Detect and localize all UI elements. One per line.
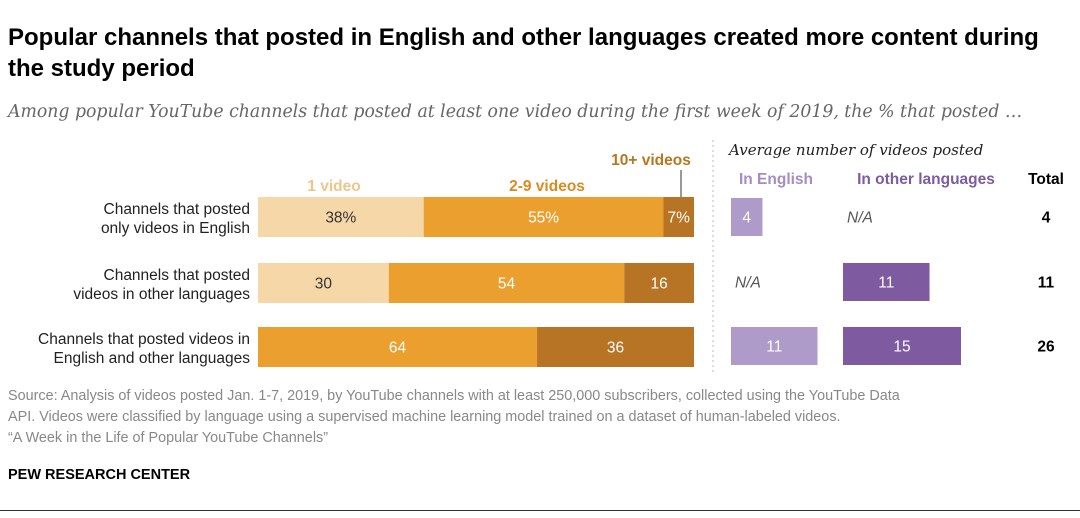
bar-value-label: 36 [607,340,624,357]
bar-segment [663,197,694,237]
legend-10-plus-videos: 10+ videos [611,152,691,169]
panel-bar-value-label: 4 [742,210,751,227]
panel-total-header: Total [1028,171,1064,188]
bar-value-label: 38% [325,210,356,227]
bar-value-label: 30 [315,276,333,293]
bar-value-label: 7% [668,210,691,227]
bar-segment [258,263,389,303]
panel-column-header: In English [739,171,813,188]
bar-value-label: 64 [389,340,407,357]
footnote-line: Source: Analysis of videos posted Jan. 1… [8,388,900,404]
bar-segment [624,263,694,303]
panel-bar-value-label: 15 [893,339,910,356]
stacked-bar-chart: Channels that posted only videos in Engli… [38,140,1064,372]
panel-na-label: N/A [847,210,873,227]
chart-subtitle: Among popular YouTube channels that post… [8,102,1023,122]
bar-segment [258,197,424,237]
bar-segment [423,197,664,237]
footnote: Source: Analysis of videos posted Jan. 1… [8,386,1076,449]
category-label: Channels that posted videos in English an… [38,331,250,367]
panel-total-value: 26 [1037,339,1055,356]
panel-bar [731,327,818,365]
panel-column-header: In other languages [857,171,995,188]
category-label: Channels that posted only videos in Engli… [101,201,250,237]
footnote-line: API. Videos were classified by language … [8,409,841,425]
legend-1-video: 1 video [307,178,360,195]
panel-bar [843,263,930,301]
panel-total-value: 11 [1038,275,1055,292]
bar-value-label: 55% [528,210,559,227]
legend-2-9-videos: 2-9 videos [509,178,585,195]
bottom-rule [0,510,1080,511]
bar-value-label: 16 [650,276,667,293]
bar-segment [388,263,625,303]
panel-bar [731,198,763,236]
panel-header: Average number of videos posted [727,141,983,159]
footnote-line: “A Week in the Life of Popular YouTube C… [8,430,328,446]
source-org: PEW RESEARCH CENTER [8,467,191,483]
panel-bar-value-label: 11 [878,275,894,292]
bar-segment [258,327,538,367]
bar-value-label: 54 [498,276,516,293]
chart-title: Popular channels that posted in English … [8,24,1039,82]
panel-total-value: 4 [1042,210,1051,227]
panel-bar-value-label: 11 [766,339,782,356]
panel-na-label: N/A [735,275,761,292]
bar-segment [537,327,694,367]
panel-bar [843,327,961,365]
category-label: Channels that posted videos in other lang… [73,267,250,303]
